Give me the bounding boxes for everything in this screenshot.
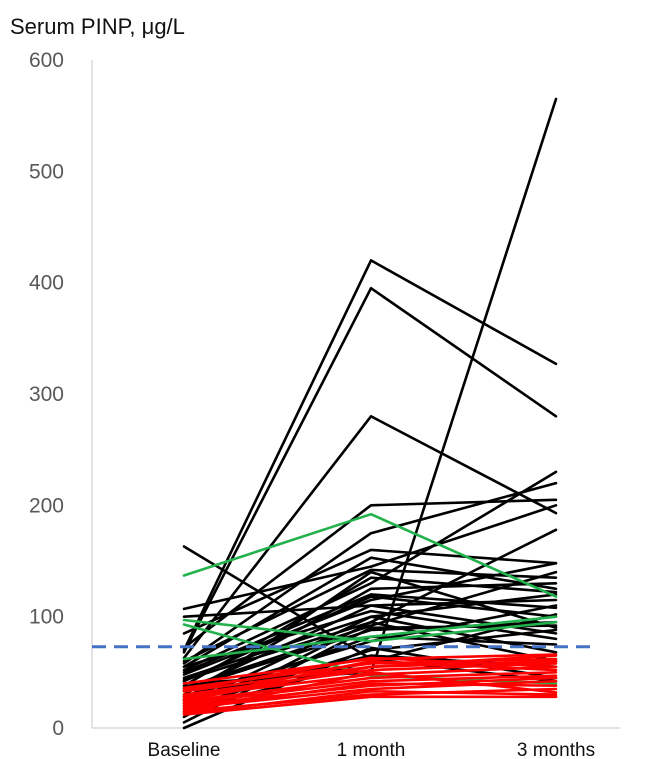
- y-tick-label: 400: [29, 272, 64, 295]
- series-line: [182, 670, 558, 714]
- series-line: [182, 576, 558, 688]
- series-lines: [182, 97, 558, 730]
- series-line: [182, 595, 558, 683]
- series-line: [182, 618, 558, 643]
- series-line: [182, 503, 558, 611]
- series-line: [182, 556, 558, 669]
- y-tick-label: 600: [29, 49, 64, 72]
- series-line: [182, 689, 558, 715]
- series-line: [182, 670, 558, 703]
- series-line: [182, 414, 558, 660]
- series-line: [182, 548, 558, 635]
- y-tick-label: 0: [52, 717, 64, 740]
- series-line: [182, 624, 558, 724]
- series-line: [182, 656, 558, 692]
- x-tick-label: 1 month: [337, 740, 406, 759]
- series-line: [182, 695, 558, 716]
- y-axis-title: Serum PINP, μg/L: [10, 14, 185, 39]
- series-line: [182, 259, 558, 652]
- series-line: [182, 512, 558, 598]
- x-axis-ticks: Baseline 1 month 3 months: [148, 740, 596, 759]
- series-line: [182, 615, 558, 661]
- x-tick-label: 3 months: [517, 740, 595, 759]
- y-tick-label: 300: [29, 383, 64, 406]
- series-line: [182, 498, 558, 650]
- y-tick-label: 200: [29, 494, 64, 517]
- y-axis-ticks: 0 100 200 300 400 500 600: [29, 49, 64, 740]
- y-tick-label: 100: [29, 606, 64, 629]
- y-tick-label: 500: [29, 160, 64, 183]
- series-line: [182, 674, 558, 705]
- series-line: [182, 654, 558, 702]
- series-line: [182, 581, 558, 696]
- x-tick-label: Baseline: [148, 740, 221, 759]
- series-line: [182, 659, 558, 701]
- series-line: [182, 570, 558, 690]
- series-line: [182, 481, 558, 665]
- series-line: [182, 286, 558, 654]
